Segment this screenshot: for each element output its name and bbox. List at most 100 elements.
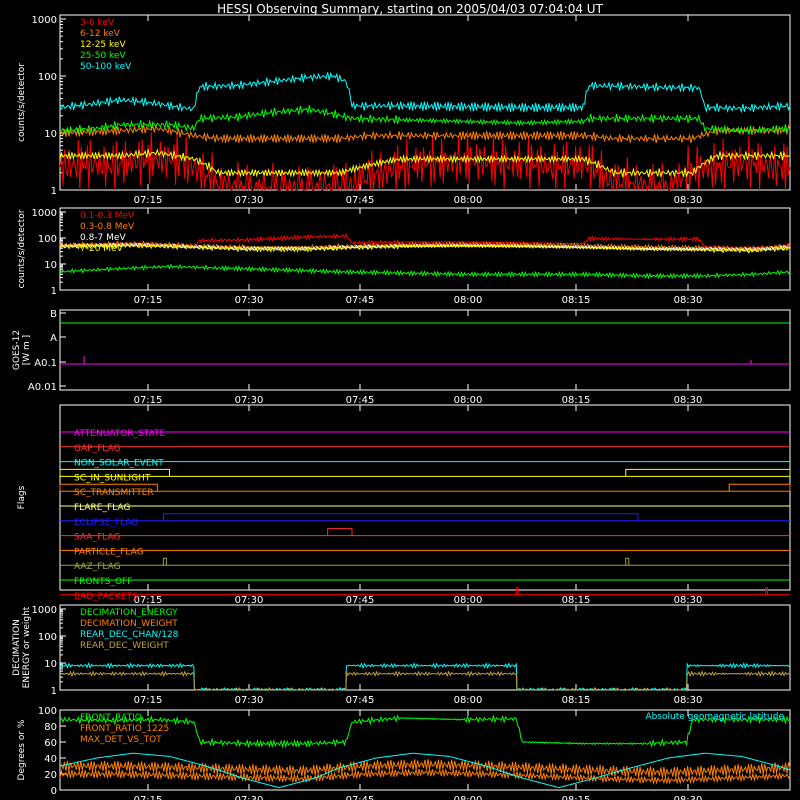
- x-tick-label: 07:15: [134, 695, 163, 706]
- x-tick-label: 07:45: [346, 195, 375, 206]
- legend-entry: 0.8-7 MeV: [80, 233, 126, 243]
- chart-annotation: Absolute geomagnetic latitude: [645, 712, 784, 722]
- x-tick-label: 08:30: [674, 595, 703, 606]
- x-tick-label: 07:15: [134, 395, 163, 406]
- series-line: [59, 242, 791, 255]
- y-tick-label: 10: [44, 129, 57, 140]
- flag-segment: [515, 587, 519, 595]
- legend-entry: REAR_DEC_CHAN/128: [80, 630, 179, 640]
- y-axis-label: ENERGY or weight: [22, 606, 32, 688]
- panel-frame: [59, 404, 791, 591]
- y-tick-label: 1: [51, 686, 57, 697]
- x-tick-label: 07:45: [346, 795, 375, 800]
- flag-segment: [625, 557, 630, 566]
- x-tick-label: 07:30: [235, 695, 264, 706]
- x-tick-label: 08:30: [674, 195, 703, 206]
- x-tick-label: 07:30: [235, 795, 264, 800]
- y-tick-label: 0: [51, 786, 57, 797]
- x-tick-label: 07:15: [134, 595, 163, 606]
- series-line: [59, 242, 791, 253]
- x-tick-label: 08:15: [562, 795, 591, 800]
- y-tick-label: 100: [38, 706, 57, 717]
- x-tick-label: 08:15: [562, 195, 591, 206]
- y-tick-label: 1: [51, 286, 57, 297]
- series-line: [59, 148, 791, 179]
- y-tick-label: A0.01: [28, 382, 57, 393]
- x-tick-label: 07:30: [235, 195, 264, 206]
- x-tick-label: 07:45: [346, 395, 375, 406]
- x-tick-label: 07:30: [235, 395, 264, 406]
- y-axis-label: DECIMATION: [12, 619, 22, 676]
- series-line: [59, 105, 791, 135]
- x-tick-label: 08:00: [454, 595, 483, 606]
- series-line: [59, 752, 791, 789]
- series-line: [59, 767, 791, 785]
- flag-segment: [59, 468, 170, 477]
- panel-1: counts/s/detector 1 10 100 1000 07:15 07:30 07:…: [17, 14, 791, 206]
- y-tick-label: 60: [44, 738, 57, 749]
- legend-entry: 3-6 keV: [80, 18, 115, 28]
- y-tick-label: A0.1: [34, 358, 57, 369]
- y-tick-label: 10: [44, 659, 57, 670]
- x-tick-label: 07:30: [235, 595, 264, 606]
- flag-label: ECLIPSE_FLAG: [74, 518, 138, 528]
- panel-frame: [59, 709, 791, 791]
- series-line: [59, 71, 791, 114]
- flag-segment: [162, 557, 167, 566]
- x-tick-label: 07:45: [346, 595, 375, 606]
- legend-entry: 12-25 keV: [80, 40, 126, 50]
- series-line: [59, 670, 791, 692]
- y-axis-label: GOES-12: [12, 330, 22, 370]
- series-line: [60, 123, 791, 144]
- legend-entry: 0.3-0.8 MeV: [80, 222, 135, 232]
- x-tick-label: 08:00: [454, 195, 483, 206]
- x-tick-label: 08:15: [562, 395, 591, 406]
- flag-label: BAD_PACKETS: [74, 592, 138, 602]
- flag-label: AAZ_FLAG: [74, 562, 121, 572]
- flag-segment: [728, 483, 791, 492]
- flag-label: GAP_FLAG: [74, 444, 120, 454]
- y-tick-label: 100: [38, 234, 57, 245]
- panel-4: Flags 07:15 07:30 07:45 08:00 08:15 08:30 ATTEN…: [17, 404, 791, 606]
- flag-segment: [625, 468, 791, 477]
- flag-segment: [59, 483, 158, 492]
- legend-entry: DECIMATION_WEIGHT: [80, 619, 178, 629]
- x-tick-label: 08:00: [454, 795, 483, 800]
- x-tick-label: 08:30: [674, 695, 703, 706]
- y-axis-label: counts/s/detector: [17, 63, 27, 142]
- chart-title: HESSI Observing Summary, starting on 200…: [217, 2, 603, 16]
- y-axis-label: Flags: [17, 485, 27, 509]
- x-tick-label: 08:15: [562, 595, 591, 606]
- series-line: [59, 662, 791, 692]
- y-tick-label: 1000: [32, 15, 57, 26]
- y-tick-label: B: [50, 309, 57, 320]
- legend-entry: REAR_DEC_WEIGHT: [80, 641, 169, 651]
- flag-label: SC_TRANSMITTER: [74, 488, 154, 498]
- flag-segment: [162, 513, 639, 521]
- x-tick-label: 07:15: [134, 295, 163, 306]
- y-tick-label: 20: [44, 770, 57, 781]
- panel-frame: [59, 14, 791, 191]
- x-tick-label: 08:30: [674, 295, 703, 306]
- panel-3: GOES-12 [W m ] B A A0.1 A0.01 07:15 07:30 07:45 0…: [12, 309, 791, 406]
- flag-segment: [327, 528, 353, 536]
- panel-frame: [59, 207, 791, 291]
- flag-label: SC_IN_SUNLIGHT: [74, 473, 151, 483]
- panel-5: DECIMATION ENERGY or weight 1 10 100 1000 07:1…: [12, 604, 791, 706]
- series-line: [59, 759, 791, 778]
- flag-label: SAA_FLAG: [74, 533, 120, 543]
- flag-label: FRONTS_OFF: [74, 577, 132, 587]
- series-line: [59, 714, 791, 749]
- x-tick-label: 08:00: [454, 395, 483, 406]
- legend-entry: DECIMATION_ENERGY: [80, 608, 178, 618]
- series-line: [59, 130, 791, 192]
- x-tick-label: 08:15: [562, 295, 591, 306]
- panel-6: Degrees or % 0 20 40 60 80 100 07:15 07:30 07:45 0…: [17, 706, 791, 800]
- y-tick-label: 100: [38, 72, 57, 83]
- legend-entry: FRONT_RATIO_1225: [80, 724, 169, 734]
- y-tick-label: 1000: [32, 605, 57, 616]
- y-axis-label: Degrees or %: [17, 719, 27, 780]
- legend-entry: FRONT_RATIO: [80, 713, 142, 723]
- y-tick-label: 40: [44, 754, 57, 765]
- panel-2: counts/s/detector 1 10 100 1000 07:15 07:30 07:…: [17, 207, 791, 306]
